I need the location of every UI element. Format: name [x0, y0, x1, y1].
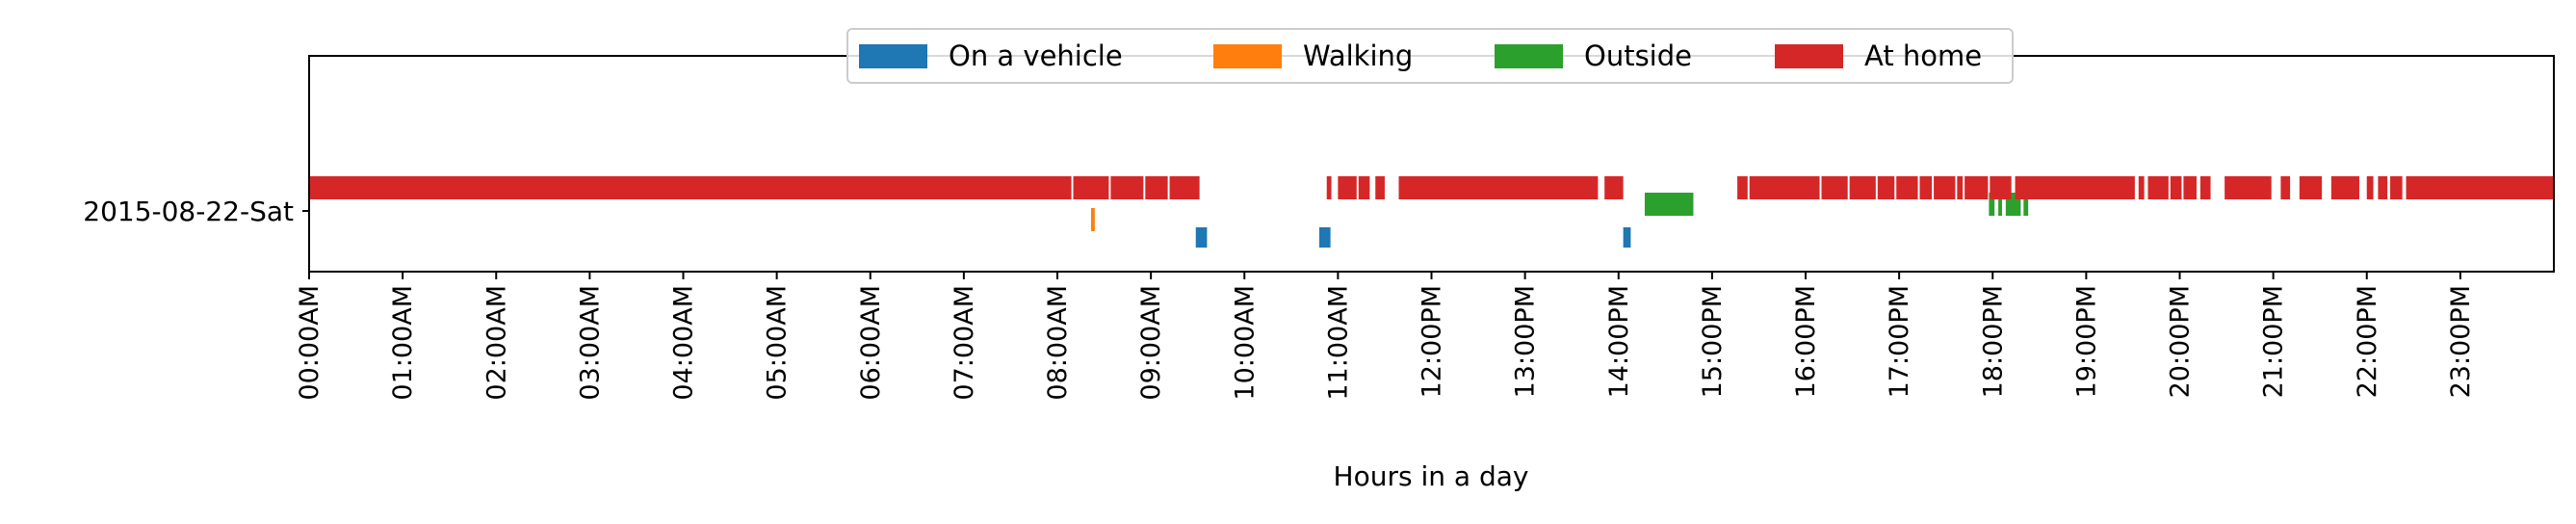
x-tick-label: 19:00PM	[2071, 285, 2101, 398]
y-axis: 2015-08-22-Sat	[83, 196, 309, 227]
at-home-legend-swatch	[1775, 44, 1843, 68]
on-a-vehicle-bar-0	[1195, 227, 1208, 248]
at-home-bar-27	[2199, 176, 2211, 199]
x-tick-label: 05:00AM	[763, 285, 793, 401]
plot-area	[308, 55, 2555, 273]
at-home-bar-28	[2225, 176, 2272, 199]
x-tick-label: 02:00AM	[481, 285, 511, 401]
x-tick-label: 06:00AM	[856, 285, 886, 401]
at-home-bar-0	[309, 176, 1072, 199]
x-tick-label: 07:00AM	[950, 285, 979, 401]
at-home-bar-31	[2330, 176, 2359, 199]
walking-legend-label: Walking	[1303, 39, 1413, 72]
x-tick-label: 14:00PM	[1604, 285, 1634, 398]
x-tick-label: 11:00AM	[1323, 285, 1353, 401]
x-tick-label: 10:00AM	[1230, 285, 1260, 401]
at-home-bar-19	[1957, 176, 1964, 199]
legend: On a vehicle Walking Outside At home	[846, 28, 2014, 84]
at-home-bar-20	[1965, 176, 1989, 199]
outside-bar-1	[1989, 193, 1995, 216]
x-axis: 00:00AM 01:00AM 02:00AM 03:00AM 04:00AM 05:00…	[295, 272, 2476, 401]
at-home-bar-33	[2378, 176, 2388, 199]
on-a-vehicle-bar-2	[1623, 227, 1631, 248]
at-home-bar-5	[1326, 176, 1332, 199]
at-home-bar-35	[2406, 176, 2554, 199]
x-tick-label: 12:00PM	[1418, 285, 1447, 398]
x-tick-label: 20:00PM	[2166, 285, 2196, 398]
on-a-vehicle-legend-swatch	[859, 44, 927, 68]
at-home-bar-2	[1110, 176, 1144, 199]
at-home-bar-11	[1737, 176, 1748, 199]
at-home-bar-10	[1604, 176, 1624, 199]
x-tick-label: 17:00PM	[1885, 285, 1914, 398]
walking-bar-0	[1090, 208, 1095, 231]
x-tick-label: 03:00AM	[575, 285, 605, 401]
at-home-bar-16	[1896, 176, 1918, 199]
at-home-bar-30	[2299, 176, 2323, 199]
x-tick-label: 04:00AM	[669, 285, 699, 401]
walking-legend-swatch	[1213, 44, 1282, 68]
x-tick-label: 09:00AM	[1136, 285, 1166, 401]
outside-legend-swatch	[1495, 44, 1563, 68]
at-home-bar-4	[1169, 176, 1200, 199]
at-home-bar-17	[1919, 176, 1933, 199]
at-home-bar-9	[1398, 176, 1599, 199]
at-home-legend-label: At home	[1864, 39, 1982, 72]
at-home-bar-7	[1358, 176, 1370, 199]
x-tick-label: 08:00AM	[1043, 285, 1073, 401]
outside-bar-0	[1644, 193, 1694, 216]
x-tick-label: 15:00PM	[1698, 285, 1728, 398]
at-home-bar-1	[1073, 176, 1109, 199]
x-tick-label: 01:00AM	[388, 285, 418, 401]
on-a-vehicle-bar-1	[1318, 227, 1331, 248]
at-home-bar-24	[2147, 176, 2169, 199]
at-home-bar-6	[1338, 176, 1357, 199]
at-home-bar-12	[1749, 176, 1820, 199]
at-home-bar-15	[1877, 176, 1895, 199]
at-home-bar-26	[2183, 176, 2197, 199]
at-home-bar-14	[1849, 176, 1876, 199]
x-tick-label: 18:00PM	[1978, 285, 2008, 398]
at-home-bar-34	[2390, 176, 2403, 199]
at-home-bar-18	[1934, 176, 1956, 199]
x-tick-label: 16:00PM	[1791, 285, 1821, 398]
outside-bar-4	[2023, 193, 2029, 216]
x-axis-label: Hours in a day	[1334, 460, 1529, 492]
outside-bar-2	[1998, 193, 2002, 216]
x-tick-label: 13:00PM	[1511, 285, 1541, 398]
y-tick-label: 2015-08-22-Sat	[83, 196, 294, 227]
outside-legend-label: Outside	[1584, 39, 1692, 72]
activity-bars	[309, 176, 2554, 248]
at-home-bar-29	[2280, 176, 2291, 199]
legend-box	[846, 28, 2014, 84]
at-home-bar-13	[1821, 176, 1848, 199]
x-tick-label: 00:00AM	[295, 285, 325, 401]
at-home-bar-8	[1375, 176, 1385, 199]
at-home-bar-32	[2366, 176, 2374, 199]
at-home-bar-23	[2138, 176, 2145, 199]
at-home-bar-25	[2170, 176, 2182, 199]
x-tick-label: 23:00PM	[2446, 285, 2476, 398]
at-home-bar-3	[1145, 176, 1168, 199]
at-home-bar-21	[1990, 176, 2012, 199]
x-tick-label: 21:00PM	[2259, 285, 2289, 398]
on-a-vehicle-legend-label: On a vehicle	[949, 39, 1123, 72]
at-home-bar-22	[2015, 176, 2135, 199]
x-tick-label: 22:00PM	[2353, 285, 2382, 398]
